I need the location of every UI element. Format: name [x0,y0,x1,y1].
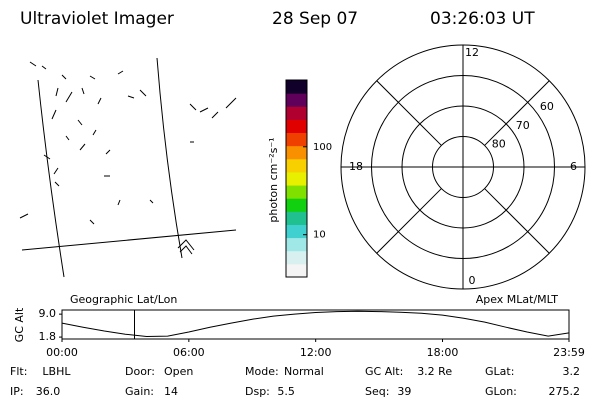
colorbar-segment [286,198,307,212]
polar-spoke [376,188,442,254]
y-tick-label: 1.8 [39,330,57,343]
colorbar-segment [286,171,307,186]
info-value: Normal [284,365,324,378]
colorbar-segment [286,106,307,120]
info-label: GLon: [485,385,517,398]
date: 28 Sep 07 [272,9,358,29]
x-tick-label: 00:00 [46,346,78,359]
colorbar-label: photon cm⁻²s⁻¹ [267,137,280,222]
info-label: GLat: [485,365,514,378]
info-value: 39 [397,385,411,398]
mlt-label: 6 [570,160,577,173]
info-label: Mode: [245,365,279,378]
marker [177,239,195,255]
parallel [21,229,237,251]
colorbar-segment [286,185,307,199]
x-tick-label: 23:59 [553,346,585,359]
plot-right-label: Apex MLat/MLT [476,293,559,306]
colorbar-segment [286,93,307,107]
mlt-label: 18 [349,160,363,173]
x-tick-label: 06:00 [173,346,205,359]
info-value: 14 [164,385,178,398]
polar-ring-label: 60 [540,100,554,113]
colorbar-segment [286,145,307,160]
meridian [37,79,65,278]
info-value: 5.5 [277,385,295,398]
info-label: Dsp: [245,385,270,398]
y-axis-label: GC Alt [13,307,26,342]
mlt-label: 12 [465,46,479,59]
info-label: GC Alt: [365,365,403,378]
colorbar-segment [286,132,307,147]
x-tick-label: 12:00 [300,346,332,359]
info-label: Seq: [365,385,389,398]
colorbar-segment [286,80,307,94]
info-label: Door: [125,365,155,378]
info-label: Gain: [125,385,154,398]
colorbar-segment [286,250,307,265]
info-value: 36.0 [36,385,61,398]
meridian [156,57,183,259]
geographic-image [19,57,237,278]
info-value: 3.2 Re [417,365,452,378]
info-value: 275.2 [549,385,581,398]
plot-left-label: Geographic Lat/Lon [70,293,177,306]
colorbar-segment [286,237,307,252]
polar-spoke [376,80,442,146]
title: Ultraviolet Imager [20,9,174,29]
colorbar-tick-label: 10 [313,230,326,241]
time: 03:26:03 UT [430,9,535,29]
colorbar-segment [286,119,307,134]
info-value: Open [164,365,193,378]
y-tick-label: 9.0 [39,307,57,320]
x-tick-label: 18:00 [427,346,459,359]
info-value: LBHL [42,365,71,378]
image-pixels [19,61,237,225]
colorbar-segment [286,224,307,239]
colorbar-segment [286,211,307,225]
polar-ring-label: 70 [516,119,530,132]
info-label: Flt: [10,365,27,378]
colorbar-frame [285,79,308,278]
colorbar-segment [286,158,307,173]
colorbar-segment [286,263,307,278]
info-value: 3.2 [563,365,581,378]
info-label: IP: [10,385,24,398]
polar-spoke [484,188,550,254]
colorbar-tick-label: 100 [313,142,332,153]
polar-spoke [484,80,550,146]
altitude-line [61,310,570,338]
mlt-label: 0 [469,274,476,287]
polar-ring-label: 80 [492,138,506,151]
